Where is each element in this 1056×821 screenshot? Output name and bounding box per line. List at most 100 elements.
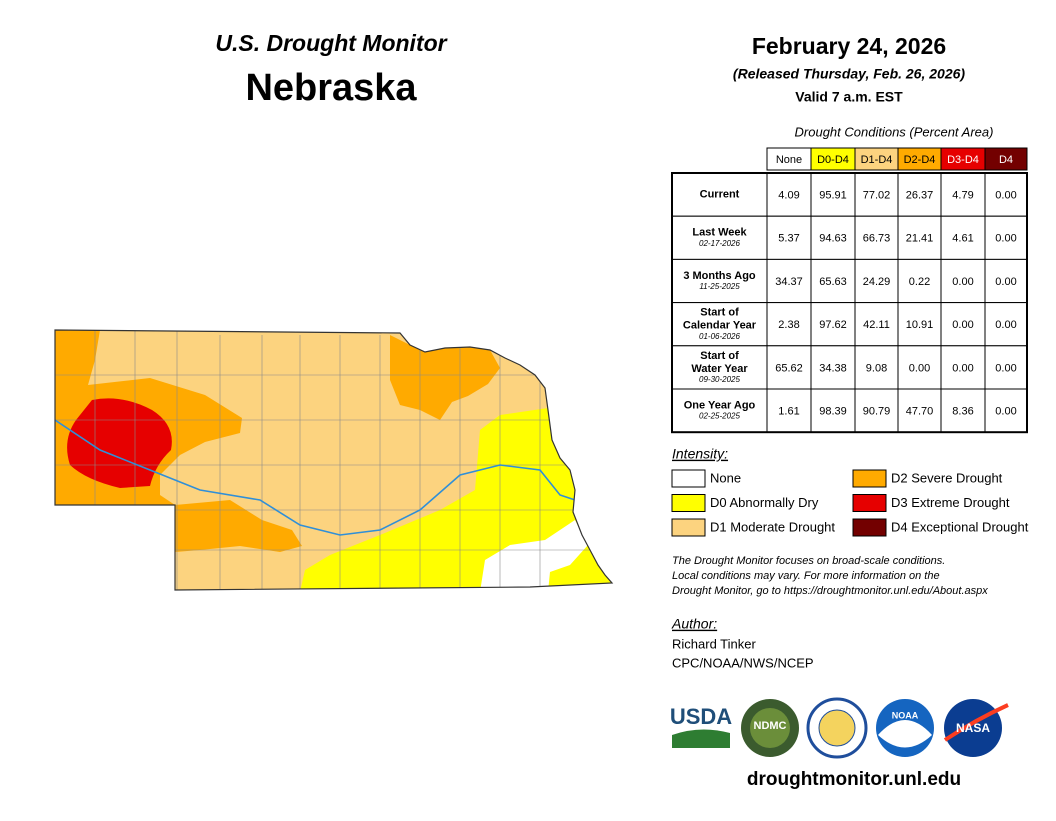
value-text: 0.00 — [909, 362, 930, 374]
d3-area — [67, 398, 172, 488]
value-cell — [810, 215, 856, 260]
value-cell — [940, 345, 986, 390]
usda-swoosh — [672, 729, 730, 748]
author-name: Richard Tinker — [672, 636, 756, 651]
value-cell — [766, 388, 812, 433]
value-text: 0.00 — [995, 190, 1016, 202]
legend-label: None — [710, 470, 741, 485]
row-date: 11-25-2025 — [699, 282, 740, 291]
value-text: 24.29 — [863, 276, 891, 288]
value-text: 0.00 — [995, 406, 1016, 418]
column-header-label: D2-D4 — [904, 154, 936, 166]
value-cell — [766, 302, 812, 347]
website-url: droughtmonitor.unl.edu — [747, 769, 961, 790]
legend-label: D0 Abnormally Dry — [710, 495, 819, 510]
value-text: 98.39 — [819, 406, 847, 418]
usda-text: USDA — [670, 704, 732, 729]
nws-logo — [806, 697, 868, 759]
d2-area-south — [175, 500, 302, 552]
nasa-text: NASA — [956, 721, 990, 735]
row-date: 02-17-2026 — [699, 239, 740, 248]
value-text: 34.37 — [775, 276, 803, 288]
none-area — [480, 520, 588, 590]
platte-river — [55, 419, 576, 536]
noaa-wave — [878, 720, 932, 748]
value-cell — [940, 388, 986, 433]
row-label-cell — [671, 258, 768, 304]
column-header-label: D3-D4 — [947, 154, 979, 166]
value-text: 0.00 — [995, 362, 1016, 374]
row-label: Start of — [700, 350, 739, 362]
map-date: February 24, 2026 — [752, 33, 946, 59]
value-text: 65.63 — [819, 276, 847, 288]
value-text: 97.62 — [819, 319, 847, 331]
noaa-logo: NOAA — [876, 699, 934, 757]
legend-swatch — [671, 469, 706, 488]
value-text: 95.91 — [819, 190, 847, 202]
d2-area-northeast — [390, 335, 500, 420]
value-text: 10.91 — [906, 319, 934, 331]
ndmc-text: NDMC — [754, 720, 787, 732]
row-date: 02-25-2025 — [699, 412, 740, 421]
value-text: 4.09 — [778, 190, 799, 202]
note-line: The Drought Monitor focuses on broad-sca… — [672, 555, 945, 567]
usda-logo: USDA — [670, 704, 732, 748]
value-cell — [766, 215, 812, 260]
value-cell — [810, 388, 856, 433]
value-text: 0.00 — [952, 362, 973, 374]
value-text: 21.41 — [906, 233, 934, 245]
value-text: 47.70 — [906, 406, 934, 418]
value-text: 26.37 — [906, 190, 934, 202]
note: The Drought Monitor focuses on broad-sca… — [672, 555, 988, 597]
value-text: 5.37 — [778, 233, 799, 245]
value-text: 1.61 — [778, 406, 799, 418]
ndmc-logo: NDMC — [741, 699, 799, 757]
conditions-table: None D0-D4 D1-D4 D2-D4 D3-D4 D4 Current 4.09 95.… — [671, 147, 1028, 434]
drought-areas — [55, 330, 612, 590]
value-cell — [897, 388, 942, 433]
nws-seal — [818, 709, 856, 747]
value-cell — [854, 215, 899, 260]
value-cell — [940, 172, 986, 217]
legend-swatch — [671, 518, 706, 537]
column-header-label: D1-D4 — [861, 154, 893, 166]
released-date: (Released Thursday, Feb. 26, 2026) — [733, 66, 965, 82]
value-text: 9.08 — [866, 362, 887, 374]
legend: None D0 Abnormally Dry D1 Moderate Drought… — [671, 469, 1029, 537]
row-date: 09-30-2025 — [699, 375, 740, 384]
state-title: Nebraska — [245, 67, 417, 109]
row-label: Start of — [700, 307, 739, 319]
value-cell — [984, 388, 1028, 433]
legend-label: D4 Exceptional Drought — [891, 519, 1029, 534]
value-cell — [854, 345, 899, 390]
value-text: 42.11 — [863, 319, 890, 331]
logos: USDA NDMC NOAA NASA — [670, 697, 1009, 759]
value-cell — [810, 345, 856, 390]
value-cell — [810, 258, 856, 304]
value-cell — [984, 215, 1028, 260]
legend-swatch — [671, 494, 706, 512]
row-label: 3 Months Ago — [683, 270, 756, 282]
value-text: 0.00 — [952, 319, 973, 331]
row-label: Current — [700, 189, 740, 201]
column-header-cell — [984, 147, 1028, 171]
table-border — [671, 172, 1028, 434]
note-line: Local conditions may vary. For more info… — [672, 570, 940, 582]
value-text: 4.61 — [952, 233, 973, 245]
value-cell — [854, 258, 899, 304]
value-cell — [766, 172, 812, 217]
value-text: 90.79 — [863, 406, 891, 418]
row-label-cell — [671, 388, 768, 433]
row-label: Water Year — [691, 363, 748, 375]
value-cell — [854, 388, 899, 433]
legend-label: D1 Moderate Drought — [710, 519, 835, 534]
value-text: 77.02 — [863, 190, 891, 202]
value-text: 94.63 — [819, 233, 847, 245]
column-header-label: None — [776, 154, 802, 166]
value-text: 0.00 — [995, 319, 1016, 331]
value-text: 4.79 — [952, 190, 973, 202]
legend-swatch — [852, 494, 887, 512]
